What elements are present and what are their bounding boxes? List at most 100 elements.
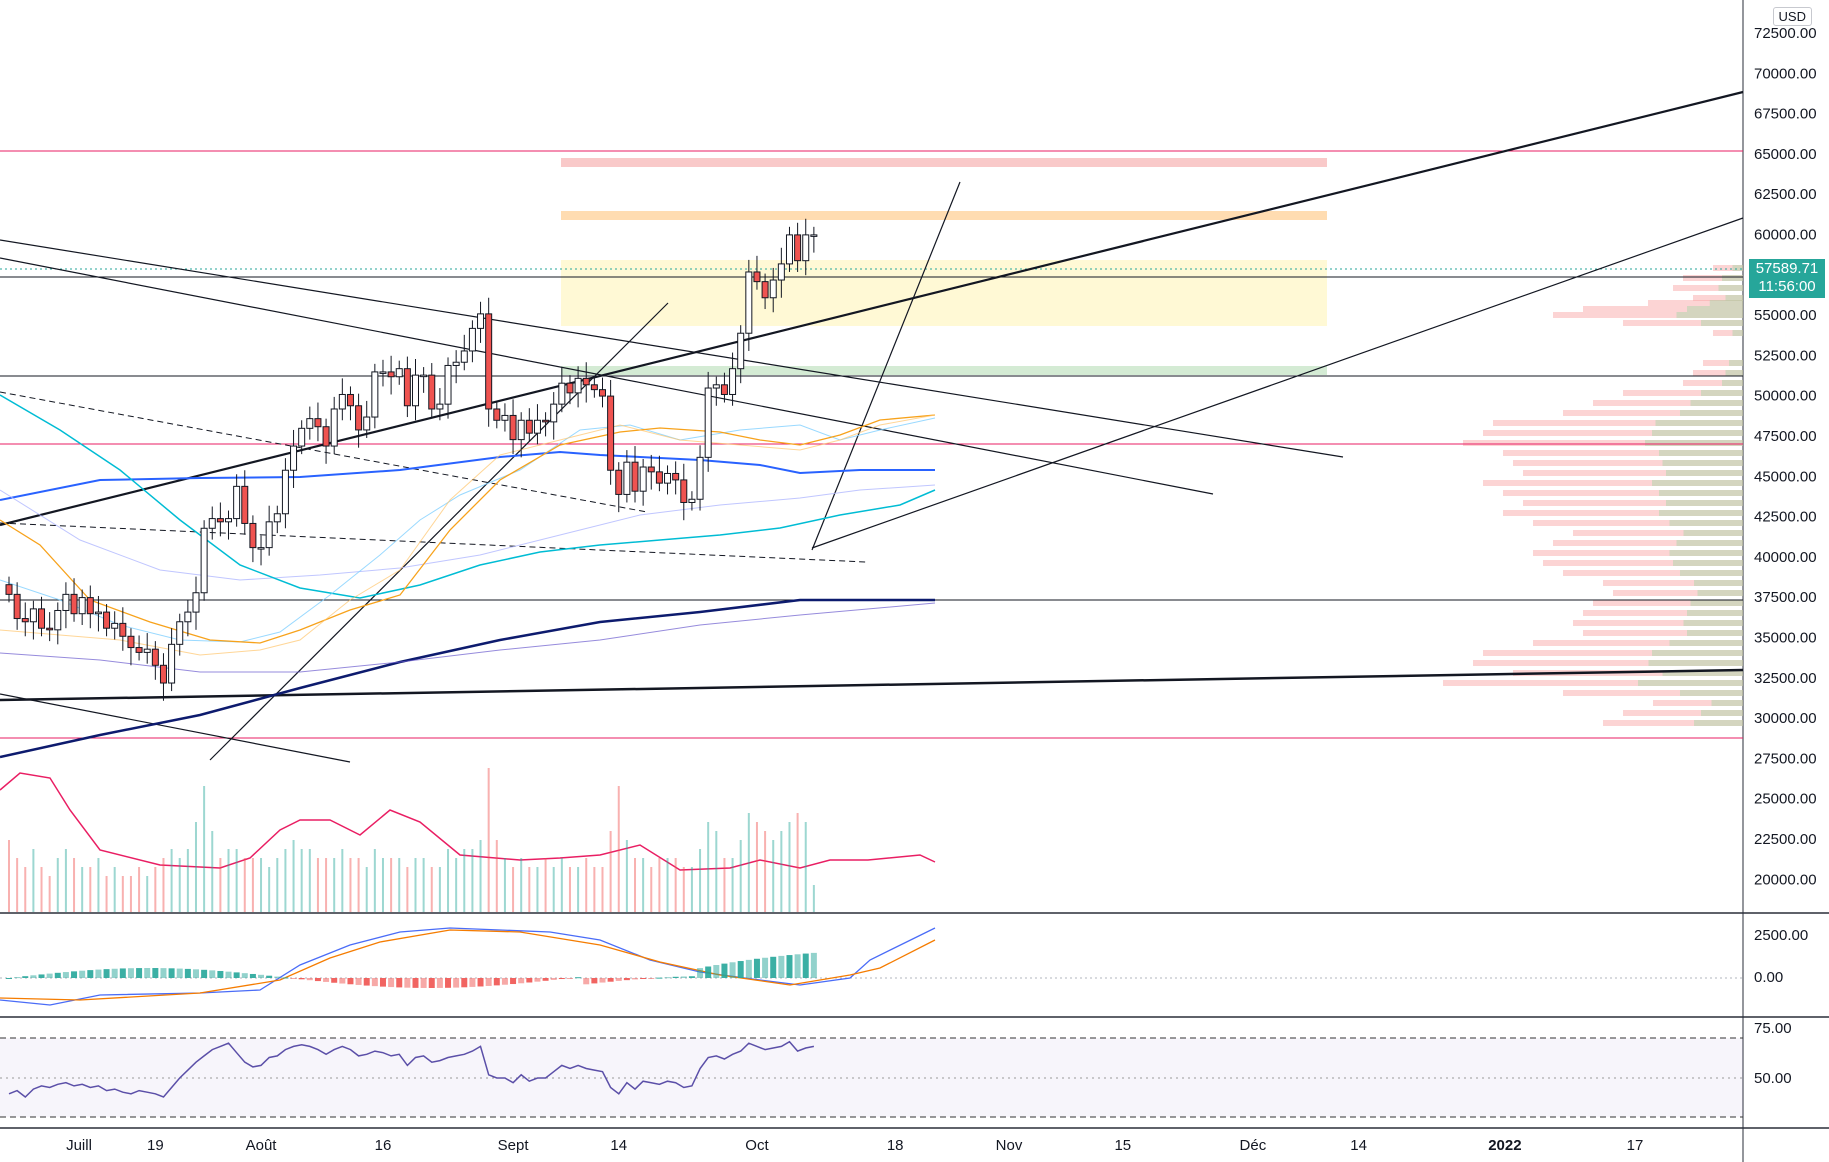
candle-down[interactable] (314, 418, 322, 428)
candle-up[interactable] (257, 547, 265, 550)
candle-up[interactable] (273, 513, 281, 523)
candle-up[interactable] (298, 427, 306, 447)
candle-up[interactable] (688, 498, 696, 503)
candle-up[interactable] (802, 234, 810, 262)
candle-up[interactable] (306, 418, 314, 429)
candle-up[interactable] (168, 643, 176, 684)
candle-up[interactable] (533, 419, 541, 434)
candle-up[interactable] (54, 609, 62, 631)
candle-up[interactable] (281, 469, 289, 515)
candle-down[interactable] (631, 461, 639, 492)
candle-up[interactable] (639, 466, 647, 492)
candle-up[interactable] (737, 332, 745, 370)
candle-up[interactable] (696, 456, 704, 500)
candle-up[interactable] (501, 414, 509, 421)
candle-down[interactable] (216, 518, 224, 523)
candle-up[interactable] (78, 597, 86, 615)
candle-up[interactable] (143, 648, 151, 653)
candle-down[interactable] (582, 377, 590, 386)
candle-down[interactable] (672, 472, 680, 481)
candle-down[interactable] (127, 635, 135, 649)
candle-down[interactable] (542, 419, 550, 423)
candle-up[interactable] (330, 408, 338, 447)
candle-down[interactable] (151, 648, 159, 666)
candle-down[interactable] (655, 471, 663, 484)
candle-down[interactable] (103, 611, 111, 629)
candle-down[interactable] (794, 234, 802, 262)
candle-down[interactable] (493, 408, 501, 421)
candle-down[interactable] (46, 627, 54, 631)
candle-up[interactable] (225, 518, 233, 523)
candle-down[interactable] (753, 271, 761, 283)
candle-down[interactable] (119, 622, 127, 637)
candle-up[interactable] (200, 527, 208, 594)
candle-down[interactable] (5, 584, 13, 595)
currency-label[interactable]: USD (1772, 7, 1812, 26)
candle-up[interactable] (769, 279, 777, 299)
candle-down[interactable] (38, 608, 46, 629)
candle-up[interactable] (558, 382, 566, 405)
candle-down[interactable] (761, 281, 769, 299)
candle-down[interactable] (70, 593, 78, 615)
candle-up[interactable] (338, 393, 346, 410)
candle-up[interactable] (745, 271, 753, 334)
candle-up[interactable] (477, 313, 485, 329)
candle-up[interactable] (468, 327, 476, 352)
candle-up[interactable] (729, 368, 737, 395)
candle-up[interactable] (444, 364, 452, 405)
candle-up[interactable] (810, 234, 818, 237)
candle-down[interactable] (607, 395, 615, 471)
candle-up[interactable] (111, 622, 119, 629)
candle-up[interactable] (517, 419, 525, 441)
candle-up[interactable] (379, 371, 387, 374)
candle-down[interactable] (86, 597, 94, 615)
candle-up[interactable] (395, 368, 403, 378)
candle-down[interactable] (647, 466, 655, 473)
candle-down[interactable] (322, 426, 330, 447)
candle-down[interactable] (525, 419, 533, 434)
candle-down[interactable] (241, 485, 249, 524)
candle-up[interactable] (233, 485, 241, 520)
candle-up[interactable] (184, 611, 192, 623)
candle-up[interactable] (29, 608, 37, 623)
candle-down[interactable] (355, 405, 363, 431)
candle-down[interactable] (509, 414, 517, 441)
candle-up[interactable] (412, 374, 419, 407)
candle-down[interactable] (566, 382, 574, 394)
candle-down[interactable] (485, 313, 493, 410)
candle-down[interactable] (428, 374, 436, 410)
candle-down[interactable] (249, 522, 257, 549)
candle-up[interactable] (574, 377, 582, 394)
candle-up[interactable] (94, 611, 102, 615)
candle-up[interactable] (623, 461, 631, 495)
candle-up[interactable] (460, 350, 468, 363)
candle-up[interactable] (208, 518, 216, 529)
candle-up[interactable] (371, 371, 379, 418)
candle-down[interactable] (598, 389, 606, 397)
candle-up[interactable] (192, 592, 200, 613)
candle-up[interactable] (363, 416, 371, 431)
candle-down[interactable] (21, 618, 29, 623)
candle-up[interactable] (176, 621, 184, 645)
candle-up[interactable] (712, 384, 720, 389)
candle-down[interactable] (159, 664, 167, 684)
candle-up[interactable] (550, 403, 558, 423)
candle-up[interactable] (290, 445, 298, 471)
candle-down[interactable] (680, 479, 688, 503)
candle-up[interactable] (664, 472, 672, 484)
candle-down[interactable] (135, 647, 143, 653)
candle-down[interactable] (346, 393, 354, 407)
candle-down[interactable] (387, 371, 395, 378)
candle-up[interactable] (704, 387, 712, 458)
candle-up[interactable] (265, 521, 273, 549)
candle-up[interactable] (777, 263, 785, 281)
candle-down[interactable] (403, 368, 411, 407)
candle-up[interactable] (785, 234, 793, 265)
candle-down[interactable] (590, 384, 598, 391)
candle-up[interactable] (452, 361, 460, 366)
candle-down[interactable] (615, 469, 623, 495)
candle-up[interactable] (62, 593, 70, 611)
candle-down[interactable] (13, 593, 21, 620)
candle-up[interactable] (436, 403, 444, 410)
